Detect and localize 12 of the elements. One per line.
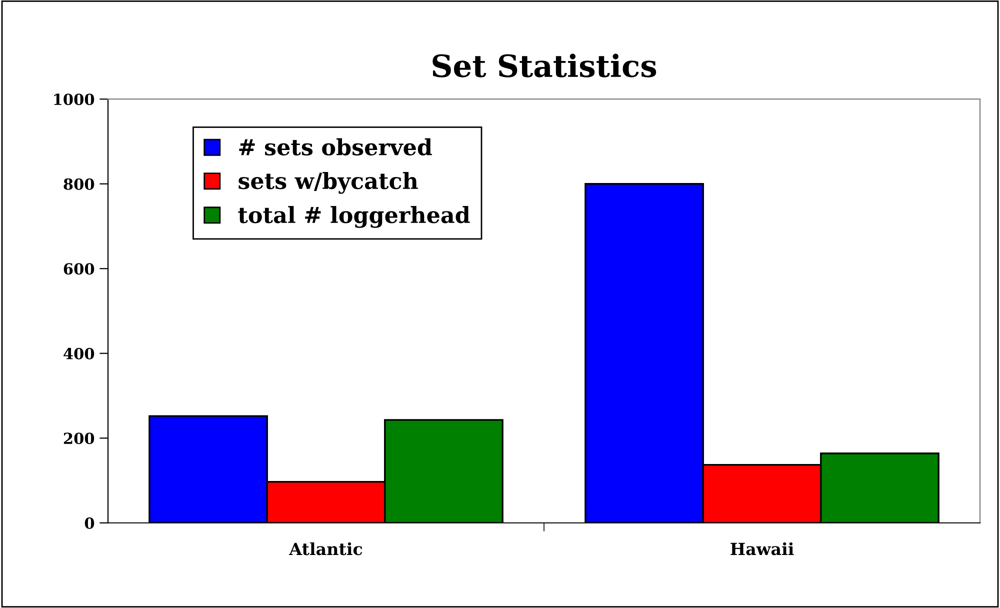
chart-title: Set Statistics bbox=[432, 54, 656, 78]
x-tick-label: Hawaii bbox=[730, 542, 794, 556]
y-tick-label: 800 bbox=[64, 178, 94, 190]
legend-label: total # loggerhead bbox=[238, 206, 470, 228]
y-tick-label: 1000 bbox=[54, 94, 94, 106]
x-tick-label: Atlantic bbox=[288, 542, 362, 556]
y-tick-label: 400 bbox=[64, 348, 94, 360]
y-tick-label: 600 bbox=[64, 263, 94, 275]
legend-label: # sets observed bbox=[239, 138, 432, 156]
legend-label: sets w/bycatch bbox=[238, 172, 418, 194]
y-tick-label: 200 bbox=[64, 432, 94, 444]
y-tick-label: 0 bbox=[84, 517, 94, 529]
